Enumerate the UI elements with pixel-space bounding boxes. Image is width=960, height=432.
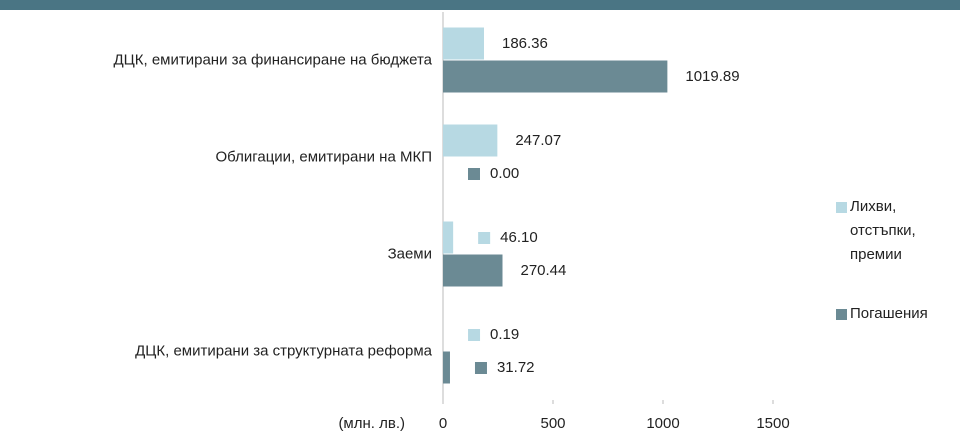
- label-key: [478, 232, 491, 244]
- legend-key: [836, 202, 847, 213]
- y-tick-label: ДЦК, емитирани за структурната реформа: [135, 342, 433, 359]
- data-label: 46.10: [500, 229, 538, 246]
- x-tick-label: 1000: [646, 415, 679, 432]
- data-label: 0.19: [490, 326, 519, 343]
- x-tick-label: 0: [439, 415, 447, 432]
- y-tick-label: Заеми: [388, 245, 432, 262]
- bar: [443, 124, 498, 157]
- y-tick-label: Облигации, емитирани на МКП: [216, 148, 433, 165]
- data-label: 270.44: [520, 262, 566, 279]
- label-key: [474, 362, 487, 374]
- label-key: [468, 168, 480, 180]
- label-key: [468, 329, 481, 341]
- bar: [443, 60, 668, 93]
- data-label: 0.00: [490, 165, 519, 182]
- bar: [443, 351, 450, 384]
- x-tick-label: 1500: [756, 415, 789, 432]
- y-tick-label: ДЦК, емитирани за финансиране на бюджета: [114, 51, 433, 68]
- data-label: 186.36: [502, 35, 548, 52]
- data-label: 31.72: [497, 359, 535, 376]
- data-label: 1019.89: [685, 68, 739, 85]
- legend-key: [836, 309, 847, 320]
- bar: [443, 254, 503, 287]
- header-banner: [0, 0, 960, 10]
- data-label: 247.07: [515, 132, 561, 149]
- bar: [443, 221, 454, 254]
- bar: [443, 27, 484, 60]
- legend-label: Лихви, отстъпки, премии: [850, 198, 916, 263]
- x-axis-label: (млн. лв.): [338, 415, 405, 432]
- legend-label: Погашения: [850, 305, 928, 322]
- x-tick-label: 500: [540, 415, 565, 432]
